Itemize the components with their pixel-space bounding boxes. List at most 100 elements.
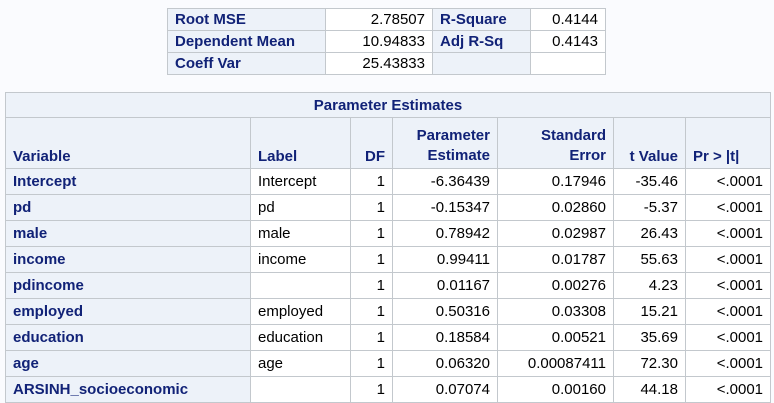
column-header-variable: Variable [5,117,251,169]
label-cell: male [250,220,351,247]
df-cell: 1 [350,194,393,221]
table-row: age age 1 0.06320 0.00087411 72.30 <.000… [5,350,771,377]
variable-cell: pdincome [5,272,251,299]
std-error-cell: 0.03308 [497,298,614,325]
variable-cell: income [5,246,251,273]
pr-t-cell: <.0001 [685,246,771,273]
label-cell: Intercept [250,168,351,195]
std-error-cell: 0.00160 [497,376,614,403]
estimate-cell: 0.78942 [392,220,498,247]
estimate-cell: 0.99411 [392,246,498,273]
std-error-cell: 0.00276 [497,272,614,299]
df-cell: 1 [350,272,393,299]
table-row: Dependent Mean 10.94833 Adj R-Sq 0.4143 [167,30,606,53]
estimate-cell: 0.01167 [392,272,498,299]
pr-t-cell: <.0001 [685,324,771,351]
std-error-cell: 0.00087411 [497,350,614,377]
pr-t-cell: <.0001 [685,194,771,221]
table-row: education education 1 0.18584 0.00521 35… [5,324,771,351]
label-cell: employed [250,298,351,325]
pr-t-cell: <.0001 [685,298,771,325]
std-error-cell: 0.02860 [497,194,614,221]
t-value-cell: 55.63 [613,246,686,273]
stat-label-cell: Adj R-Sq [432,30,531,53]
t-value-cell: -35.46 [613,168,686,195]
stat-value-cell: 0.4144 [530,8,606,31]
df-cell: 1 [350,220,393,247]
stat-label-cell: Root MSE [167,8,326,31]
variable-cell: age [5,350,251,377]
table-row: pdincome 1 0.01167 0.00276 4.23 <.0001 [5,272,771,299]
table-title: Parameter Estimates [5,92,771,118]
parameter-estimates-table: Parameter Estimates Variable Label DF Pa… [5,92,771,403]
df-cell: 1 [350,324,393,351]
t-value-cell: 72.30 [613,350,686,377]
column-header-standard-error: Standard Error [497,117,614,169]
column-header-label: Label [250,117,351,169]
variable-cell: Intercept [5,168,251,195]
df-cell: 1 [350,246,393,273]
df-cell: 1 [350,350,393,377]
table-header-row: Variable Label DF Parameter Estimate Sta… [5,117,771,169]
std-error-cell: 0.02987 [497,220,614,247]
table-row: ARSINH_socioeconomic 1 0.07074 0.00160 4… [5,376,771,403]
variable-cell: ARSINH_socioeconomic [5,376,251,403]
pr-t-cell: <.0001 [685,272,771,299]
fit-statistics-table: Root MSE 2.78507 R-Square 0.4144 Depende… [167,8,606,75]
df-cell: 1 [350,168,393,195]
pr-t-cell: <.0001 [685,350,771,377]
table-row: male male 1 0.78942 0.02987 26.43 <.0001 [5,220,771,247]
column-header-line: Estimate [427,146,490,164]
column-header-t-value: t Value [613,117,686,169]
stat-value-cell [530,52,606,75]
stat-label-cell: R-Square [432,8,531,31]
variable-cell: male [5,220,251,247]
table-row: employed employed 1 0.50316 0.03308 15.2… [5,298,771,325]
column-header-parameter-estimate: Parameter Estimate [392,117,498,169]
estimate-cell: -6.36439 [392,168,498,195]
stat-label-cell: Coeff Var [167,52,326,75]
table-row: Intercept Intercept 1 -6.36439 0.17946 -… [5,168,771,195]
label-cell: age [250,350,351,377]
std-error-cell: 0.01787 [497,246,614,273]
pr-t-cell: <.0001 [685,376,771,403]
table-row: Coeff Var 25.43833 [167,52,606,75]
std-error-cell: 0.17946 [497,168,614,195]
estimate-cell: 0.06320 [392,350,498,377]
label-cell: income [250,246,351,273]
column-header-line: Standard [540,127,606,144]
label-cell [250,272,351,299]
variable-cell: education [5,324,251,351]
label-cell: pd [250,194,351,221]
label-cell: education [250,324,351,351]
t-value-cell: 35.69 [613,324,686,351]
stat-value-cell: 25.43833 [325,52,433,75]
t-value-cell: -5.37 [613,194,686,221]
estimate-cell: -0.15347 [392,194,498,221]
estimate-cell: 0.07074 [392,376,498,403]
stat-value-cell: 2.78507 [325,8,433,31]
label-cell [250,376,351,403]
stat-label-cell [432,52,531,75]
table-row: pd pd 1 -0.15347 0.02860 -5.37 <.0001 [5,194,771,221]
t-value-cell: 4.23 [613,272,686,299]
t-value-cell: 44.18 [613,376,686,403]
variable-cell: employed [5,298,251,325]
pr-t-cell: <.0001 [685,220,771,247]
table-row: Root MSE 2.78507 R-Square 0.4144 [167,8,606,31]
t-value-cell: 26.43 [613,220,686,247]
column-header-df: DF [350,117,393,169]
variable-cell: pd [5,194,251,221]
estimate-cell: 0.50316 [392,298,498,325]
stat-value-cell: 10.94833 [325,30,433,53]
t-value-cell: 15.21 [613,298,686,325]
pr-t-cell: <.0001 [685,168,771,195]
stat-label-cell: Dependent Mean [167,30,326,53]
column-header-line: Parameter [416,127,490,144]
std-error-cell: 0.00521 [497,324,614,351]
estimate-cell: 0.18584 [392,324,498,351]
column-header-line: Error [569,146,606,164]
table-title-row: Parameter Estimates [5,92,771,118]
df-cell: 1 [350,376,393,403]
column-header-pr-t: Pr > |t| [685,117,771,169]
